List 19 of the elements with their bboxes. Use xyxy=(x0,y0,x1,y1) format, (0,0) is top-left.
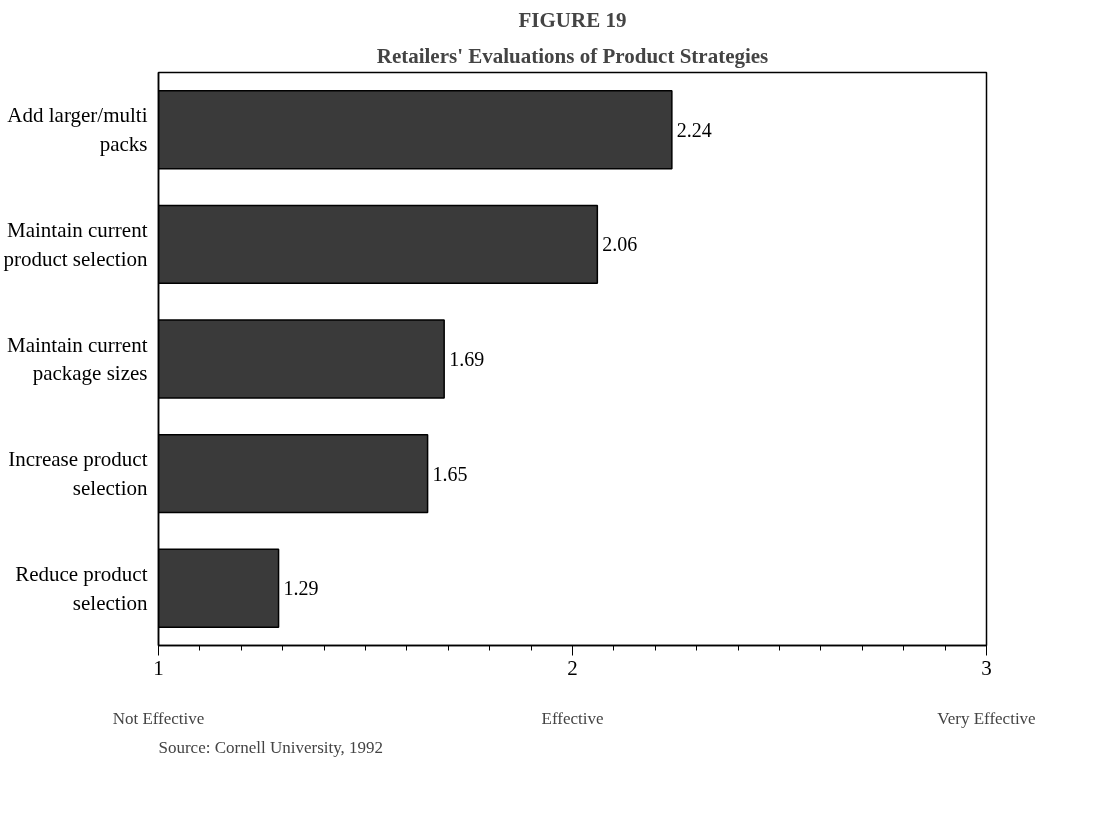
data-label: 2.06 xyxy=(602,233,638,256)
text: Effective xyxy=(541,708,604,728)
data-label: 1.65 xyxy=(432,462,468,485)
text: Very Effective xyxy=(937,708,1036,728)
y-tick-label: Maintain current product selection xyxy=(3,218,148,271)
source-note: Source: Cornell University, 1992 xyxy=(158,737,384,757)
data-label: 1.69 xyxy=(449,348,485,370)
chart-subtitle: Retailers' Evaluations of Product Strategies xyxy=(376,43,769,68)
chart-title: FIGURE 19 xyxy=(518,7,627,32)
x-tick-label: 2 xyxy=(567,655,578,680)
x-tick-label: 3 xyxy=(981,655,992,680)
x-tick-label: 1 xyxy=(153,655,164,680)
data-label: 1.29 xyxy=(283,577,319,600)
y-tick-label: Reduce product selection xyxy=(15,561,148,615)
y-tick-label: Increase product selection xyxy=(8,447,148,500)
y-tick-label: Add larger/multi packs xyxy=(7,103,148,157)
text: Not Effective xyxy=(112,708,205,728)
data-label: 2.24 xyxy=(676,118,712,141)
y-tick-label: Maintain current package sizes xyxy=(6,332,148,386)
